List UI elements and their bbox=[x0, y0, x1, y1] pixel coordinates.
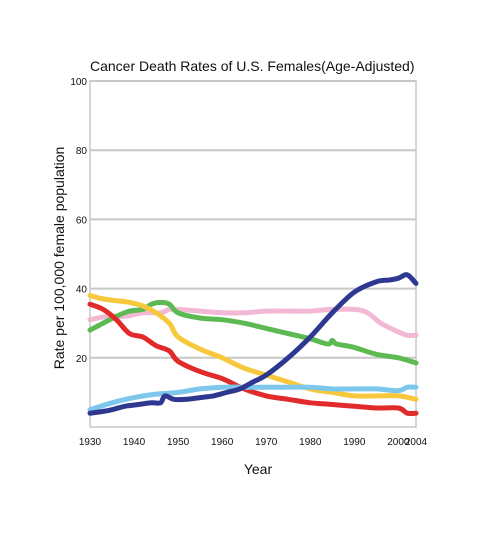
y-tick-label: 40 bbox=[76, 285, 88, 296]
series-line-1 bbox=[87, 306, 419, 339]
y-axis-ticks: 20 40 60 80 100 bbox=[70, 77, 87, 365]
x-tick-label: 1960 bbox=[211, 437, 234, 448]
y-tick-label: 20 bbox=[76, 354, 88, 365]
x-tick-label: 2004 bbox=[405, 437, 428, 448]
plot-frame bbox=[89, 80, 417, 428]
x-tick-label: 1980 bbox=[299, 437, 322, 448]
chart-title: Cancer Death Rates of U.S. Females(Age-A… bbox=[90, 58, 414, 74]
y-tick-label: 100 bbox=[70, 77, 87, 88]
y-axis-title: Rate per 100,000 female population bbox=[51, 147, 67, 370]
x-tick-label: 2000 bbox=[387, 437, 410, 448]
series-line-4 bbox=[87, 301, 419, 417]
grid-lines bbox=[90, 80, 416, 359]
y-tick-label: 80 bbox=[76, 146, 88, 157]
series-line-6 bbox=[87, 272, 419, 416]
x-tick-label: 1940 bbox=[123, 437, 146, 448]
x-tick-label: 1950 bbox=[167, 437, 190, 448]
y-tick-label: 60 bbox=[76, 215, 88, 226]
x-tick-label: 1990 bbox=[343, 437, 366, 448]
x-axis-title: Year bbox=[244, 461, 273, 477]
series-line-5 bbox=[87, 384, 419, 413]
series-line-3 bbox=[87, 293, 419, 402]
series-line-2 bbox=[87, 299, 419, 366]
x-tick-label: 1930 bbox=[79, 437, 102, 448]
x-tick-label: 1970 bbox=[255, 437, 278, 448]
series-layer bbox=[87, 272, 419, 417]
